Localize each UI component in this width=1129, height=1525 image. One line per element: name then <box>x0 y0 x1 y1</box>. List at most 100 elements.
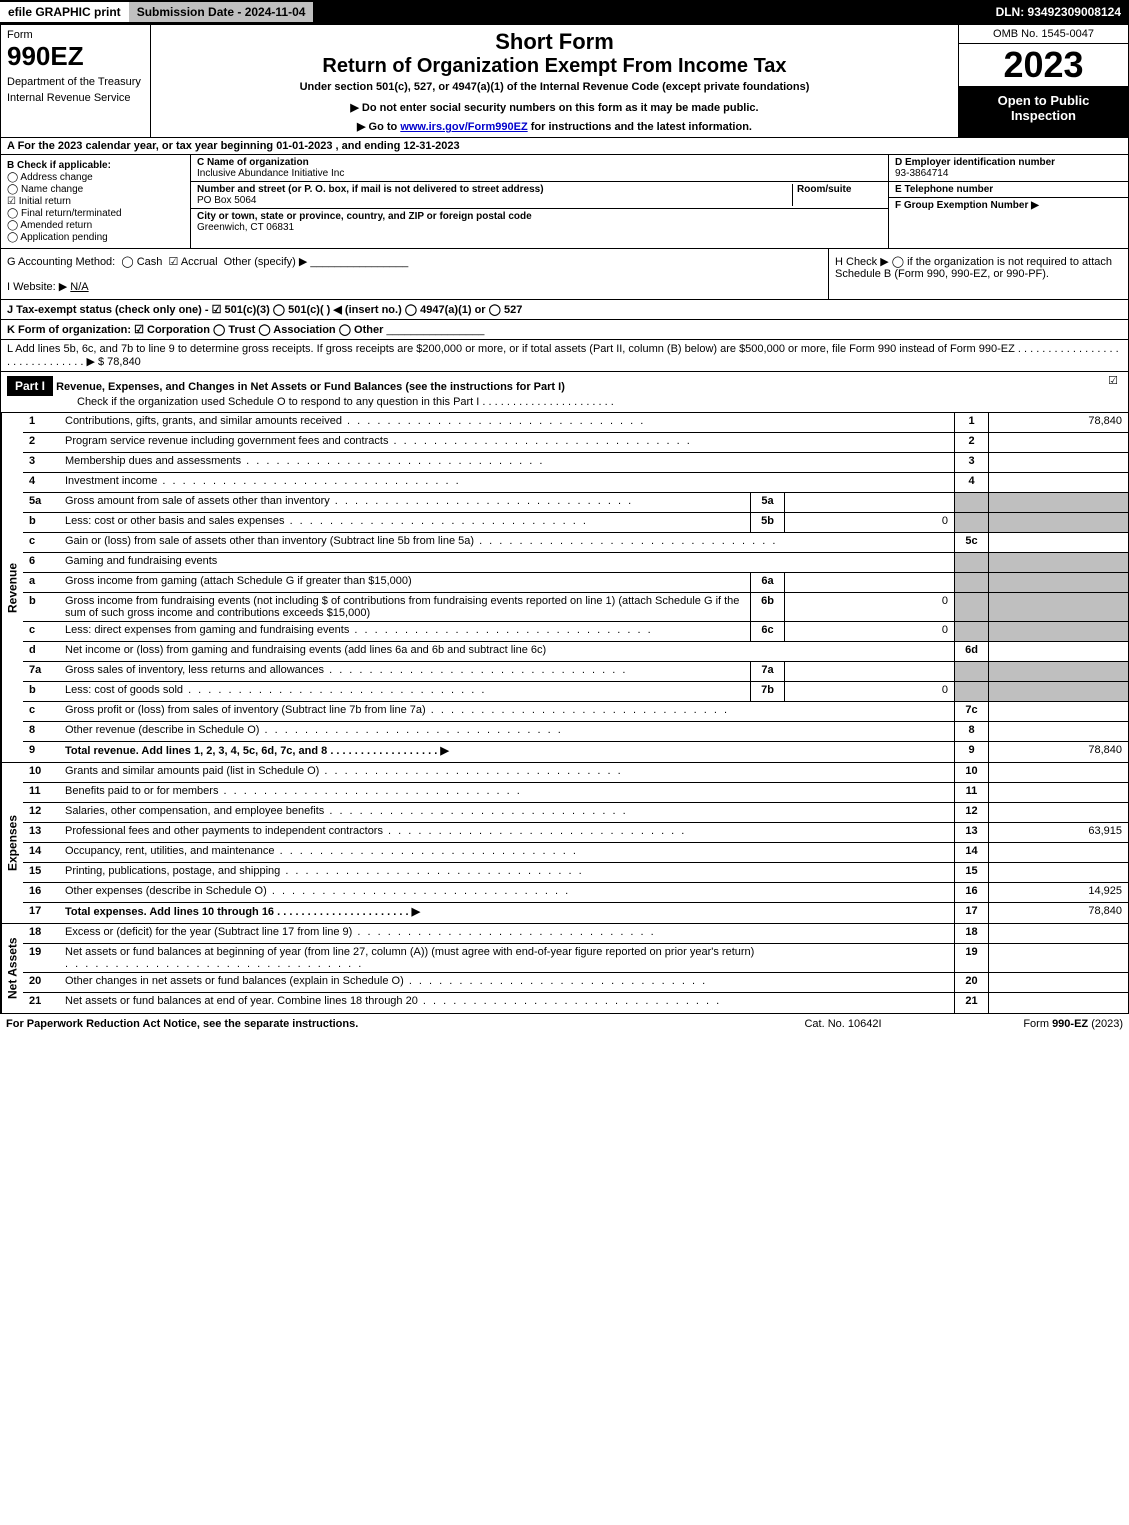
line-5a-subval <box>784 493 954 512</box>
phone-cell: E Telephone number <box>889 182 1128 198</box>
line-6b-num: b <box>23 593 61 621</box>
line-4-box: 4 <box>954 473 988 492</box>
line-6a-desc: Gross income from gaming (attach Schedul… <box>65 575 412 587</box>
line-12-box: 12 <box>954 803 988 822</box>
line-5a: 5a Gross amount from sale of assets othe… <box>23 493 1128 513</box>
group-exemption-label: F Group Exemption Number ▶ <box>895 200 1039 211</box>
line-14-desc: Occupancy, rent, utilities, and maintena… <box>65 845 275 857</box>
ein-value: 93-3864714 <box>895 168 948 179</box>
line-3: 3 Membership dues and assessments 3 <box>23 453 1128 473</box>
expenses-section: Expenses 10 Grants and similar amounts p… <box>0 763 1129 924</box>
line-10-box: 10 <box>954 763 988 782</box>
goto-text: ▶ Go to www.irs.gov/Form990EZ for instru… <box>157 120 952 133</box>
row-g-h: G Accounting Method: ◯ Cash ☑ Accrual Ot… <box>0 249 1129 300</box>
line-12: 12 Salaries, other compensation, and emp… <box>23 803 1128 823</box>
chk-address-change[interactable]: ◯ Address change <box>7 172 184 183</box>
top-bar: efile GRAPHIC print Submission Date - 20… <box>0 0 1129 24</box>
line-12-num: 12 <box>23 803 61 822</box>
chk-initial-return[interactable]: ☑ Initial return <box>7 196 184 207</box>
chk-amended-return[interactable]: ◯ Amended return <box>7 220 184 231</box>
line-15-amt <box>988 863 1128 882</box>
row-h-pre: H Check ▶ <box>835 256 892 268</box>
line-6c: c Less: direct expenses from gaming and … <box>23 622 1128 642</box>
line-7b-amt-shade <box>988 682 1128 701</box>
line-13-box: 13 <box>954 823 988 842</box>
line-2-amt <box>988 433 1128 452</box>
city-cell: City or town, state or province, country… <box>191 209 888 235</box>
line-6-box-shade <box>954 553 988 572</box>
chk-name-change[interactable]: ◯ Name change <box>7 184 184 195</box>
line-16: 16 Other expenses (describe in Schedule … <box>23 883 1128 903</box>
line-5a-num: 5a <box>23 493 61 512</box>
line-7a-num: 7a <box>23 662 61 681</box>
line-17: 17 Total expenses. Add lines 10 through … <box>23 903 1128 923</box>
submission-date-label: Submission Date - 2024-11-04 <box>129 2 314 22</box>
revenue-vert-label: Revenue <box>1 413 23 762</box>
line-6b-subval: 0 <box>784 593 954 621</box>
accrual-label[interactable]: Accrual <box>181 256 218 268</box>
section-b-c-d: B Check if applicable: ◯ Address change … <box>0 155 1129 249</box>
form-number: 990EZ <box>7 41 144 72</box>
net-assets-vert-label: Net Assets <box>1 924 23 1013</box>
line-14-num: 14 <box>23 843 61 862</box>
line-6a-sub: 6a <box>750 573 784 592</box>
line-1-amt: 78,840 <box>988 413 1128 432</box>
line-14: 14 Occupancy, rent, utilities, and maint… <box>23 843 1128 863</box>
street-value: PO Box 5064 <box>197 195 256 206</box>
line-6c-sub: 6c <box>750 622 784 641</box>
website-label: I Website: ▶ <box>7 281 67 293</box>
line-6d-num: d <box>23 642 61 661</box>
chk-final-return[interactable]: ◯ Final return/terminated <box>7 208 184 219</box>
section-c: C Name of organization Inclusive Abundan… <box>191 155 888 248</box>
other-label[interactable]: Other (specify) ▶ <box>224 256 308 268</box>
line-18-desc: Excess or (deficit) for the year (Subtra… <box>65 926 352 938</box>
line-13-num: 13 <box>23 823 61 842</box>
line-6b: b Gross income from fundraising events (… <box>23 593 1128 622</box>
line-1: 1 Contributions, gifts, grants, and simi… <box>23 413 1128 433</box>
row-j-text: J Tax-exempt status (check only one) - ☑… <box>7 304 522 316</box>
line-5a-amt-shade <box>988 493 1128 512</box>
irs-link[interactable]: www.irs.gov/Form990EZ <box>400 121 527 133</box>
line-6c-num: c <box>23 622 61 641</box>
row-a-tax-year: A For the 2023 calendar year, or tax yea… <box>0 138 1129 155</box>
line-6a-subval <box>784 573 954 592</box>
line-20-amt <box>988 973 1128 992</box>
line-5a-box-shade <box>954 493 988 512</box>
phone-label: E Telephone number <box>895 184 993 195</box>
line-18-num: 18 <box>23 924 61 943</box>
line-1-num: 1 <box>23 413 61 432</box>
line-21-box: 21 <box>954 993 988 1013</box>
line-10-amt <box>988 763 1128 782</box>
line-12-amt <box>988 803 1128 822</box>
line-5a-sub: 5a <box>750 493 784 512</box>
line-3-desc: Membership dues and assessments <box>65 455 241 467</box>
line-8: 8 Other revenue (describe in Schedule O)… <box>23 722 1128 742</box>
line-4: 4 Investment income 4 <box>23 473 1128 493</box>
section-b-title: B Check if applicable: <box>7 160 184 171</box>
section-d-e-f: D Employer identification number 93-3864… <box>888 155 1128 248</box>
city-label: City or town, state or province, country… <box>197 211 532 222</box>
dept-treasury: Department of the Treasury <box>7 76 144 88</box>
part-i-check[interactable]: ☑ <box>1098 374 1128 387</box>
efile-print-label[interactable]: efile GRAPHIC print <box>0 2 129 22</box>
line-16-box: 16 <box>954 883 988 902</box>
line-5c-num: c <box>23 533 61 552</box>
line-10-desc: Grants and similar amounts paid (list in… <box>65 765 319 777</box>
row-k: K Form of organization: ☑ Corporation ◯ … <box>0 320 1129 340</box>
line-17-num: 17 <box>23 903 61 923</box>
form-word: Form <box>7 29 144 41</box>
cash-label[interactable]: Cash <box>137 256 163 268</box>
line-5c-box: 5c <box>954 533 988 552</box>
footer-right: Form 990-EZ (2023) <box>943 1018 1123 1030</box>
line-9: 9 Total revenue. Add lines 1, 2, 3, 4, 5… <box>23 742 1128 762</box>
line-5c: c Gain or (loss) from sale of assets oth… <box>23 533 1128 553</box>
net-assets-section: Net Assets 18 Excess or (deficit) for th… <box>0 924 1129 1014</box>
line-6a: a Gross income from gaming (attach Sched… <box>23 573 1128 593</box>
line-6b-sub: 6b <box>750 593 784 621</box>
line-5c-desc: Gain or (loss) from sale of assets other… <box>65 535 474 547</box>
line-6-num: 6 <box>23 553 61 572</box>
line-11-desc: Benefits paid to or for members <box>65 785 218 797</box>
chk-application-pending[interactable]: ◯ Application pending <box>7 232 184 243</box>
line-6d-desc: Net income or (loss) from gaming and fun… <box>65 644 546 656</box>
tax-year: 2023 <box>959 44 1128 87</box>
